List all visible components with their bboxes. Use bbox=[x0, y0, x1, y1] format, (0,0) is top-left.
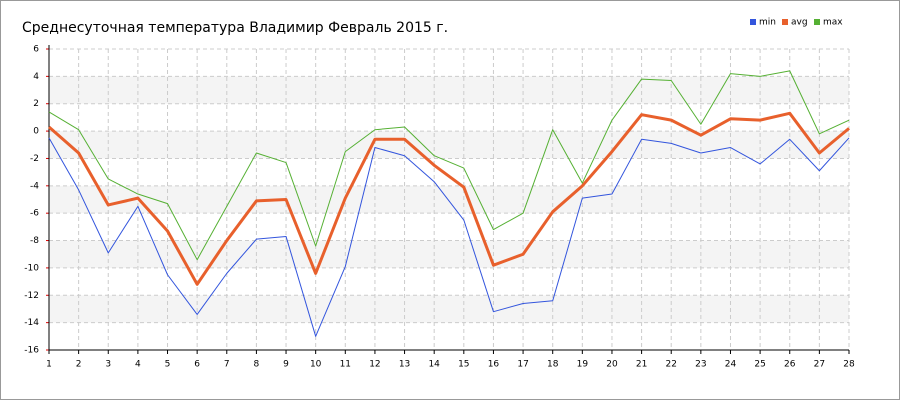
x-tick-label: 28 bbox=[843, 360, 855, 370]
legend-swatch bbox=[814, 19, 820, 25]
x-tick-label: 27 bbox=[814, 360, 825, 370]
x-tick-label: 26 bbox=[784, 360, 796, 370]
y-tick-label: -8 bbox=[30, 236, 39, 246]
x-tick-label: 11 bbox=[340, 360, 351, 370]
x-tick-label: 14 bbox=[428, 360, 440, 370]
x-tick-label: 13 bbox=[399, 360, 410, 370]
x-tick-label: 25 bbox=[754, 360, 765, 370]
x-tick-label: 8 bbox=[254, 360, 260, 370]
x-tick-label: 21 bbox=[636, 360, 647, 370]
x-tick-label: 12 bbox=[369, 360, 380, 370]
x-tick-label: 4 bbox=[135, 360, 141, 370]
y-tick-label: -12 bbox=[24, 291, 39, 301]
x-tick-label: 17 bbox=[517, 360, 528, 370]
band bbox=[49, 295, 849, 323]
y-tick-label: -10 bbox=[24, 263, 39, 273]
x-tick-label: 24 bbox=[725, 360, 737, 370]
x-tick-label: 7 bbox=[224, 360, 230, 370]
legend-label: max bbox=[823, 18, 843, 28]
y-tick-label: 2 bbox=[33, 99, 39, 109]
x-tick-label: 9 bbox=[283, 360, 289, 370]
legend-swatch bbox=[782, 19, 788, 25]
legend-swatch bbox=[750, 19, 756, 25]
y-tick-label: -2 bbox=[30, 154, 39, 164]
y-tick-label: -14 bbox=[24, 318, 39, 328]
y-tick-label: 0 bbox=[33, 127, 39, 137]
band bbox=[49, 185, 849, 214]
x-tick-label: 6 bbox=[194, 360, 200, 370]
band bbox=[49, 240, 849, 268]
legend-label: min bbox=[759, 18, 776, 28]
y-tick-label: 4 bbox=[33, 72, 39, 82]
x-tick-label: 20 bbox=[606, 360, 618, 370]
x-tick-label: 5 bbox=[165, 360, 171, 370]
y-tick-label: 6 bbox=[33, 45, 39, 55]
x-tick-label: 23 bbox=[695, 360, 706, 370]
series-line bbox=[48, 70, 850, 261]
x-tick-label: 10 bbox=[310, 360, 322, 370]
x-tick-label: 19 bbox=[577, 360, 589, 370]
x-tick-label: 15 bbox=[458, 360, 469, 370]
legend-label: avg bbox=[791, 18, 808, 28]
x-tick-label: 18 bbox=[547, 360, 559, 370]
x-tick-label: 1 bbox=[46, 360, 52, 370]
y-tick-label: -4 bbox=[30, 181, 39, 191]
series-line bbox=[48, 137, 850, 337]
x-tick-label: 3 bbox=[105, 360, 111, 370]
series-line bbox=[48, 111, 850, 286]
chart-title: Среднесуточная температура Владимир Февр… bbox=[22, 20, 448, 36]
x-tick-label: 2 bbox=[76, 360, 82, 370]
band bbox=[49, 131, 849, 159]
x-tick-label: 22 bbox=[665, 360, 676, 370]
y-tick-label: -6 bbox=[30, 209, 39, 219]
y-tick-label: -16 bbox=[24, 346, 39, 356]
x-tick-label: 16 bbox=[488, 360, 500, 370]
band bbox=[49, 76, 849, 104]
